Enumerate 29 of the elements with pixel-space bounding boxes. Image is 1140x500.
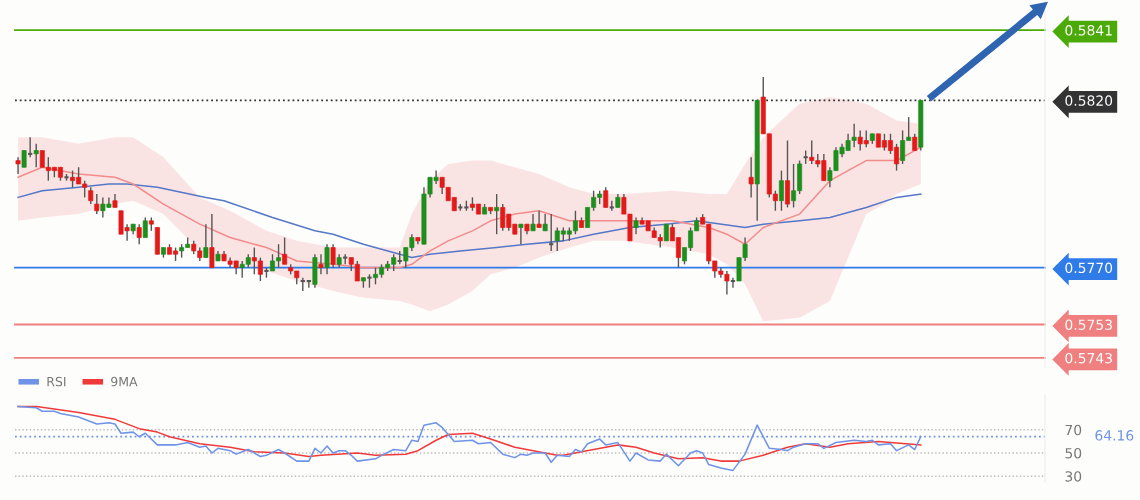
y-tick-label: 0.5753 <box>1065 319 1112 330</box>
y-tick-label: 30 <box>1065 471 1082 482</box>
candlestick <box>518 223 524 245</box>
line-series <box>17 146 922 269</box>
candlestick <box>785 139 790 209</box>
candlestick <box>142 216 148 239</box>
line-series <box>17 183 922 259</box>
candlestick <box>778 169 784 212</box>
candlestick <box>494 193 500 235</box>
y-tick-label: 0.5820 <box>1065 95 1113 106</box>
y-tick-label: 0.5841 <box>1065 25 1112 36</box>
y-tick-label: 70 <box>1065 424 1082 436</box>
candlestick <box>15 156 21 175</box>
y-tick-label: 0.5743 <box>1065 352 1112 364</box>
y-tick-label: 50 <box>1065 447 1082 459</box>
legend-label: 9MA <box>111 376 138 387</box>
candlestick <box>748 156 754 199</box>
candlestick <box>318 253 324 276</box>
legend-label: RSI <box>47 376 66 387</box>
candlestick <box>94 193 100 215</box>
candlestick <box>330 243 336 269</box>
candlestick <box>209 213 215 269</box>
candlestick <box>282 236 288 265</box>
ref-line-label: 64.16 <box>1095 430 1134 441</box>
candlestick <box>136 223 142 245</box>
candlestick <box>324 243 330 276</box>
y-tick-label: 0.5770 <box>1065 262 1113 274</box>
candlestick <box>203 223 209 259</box>
candlestick <box>536 210 542 229</box>
